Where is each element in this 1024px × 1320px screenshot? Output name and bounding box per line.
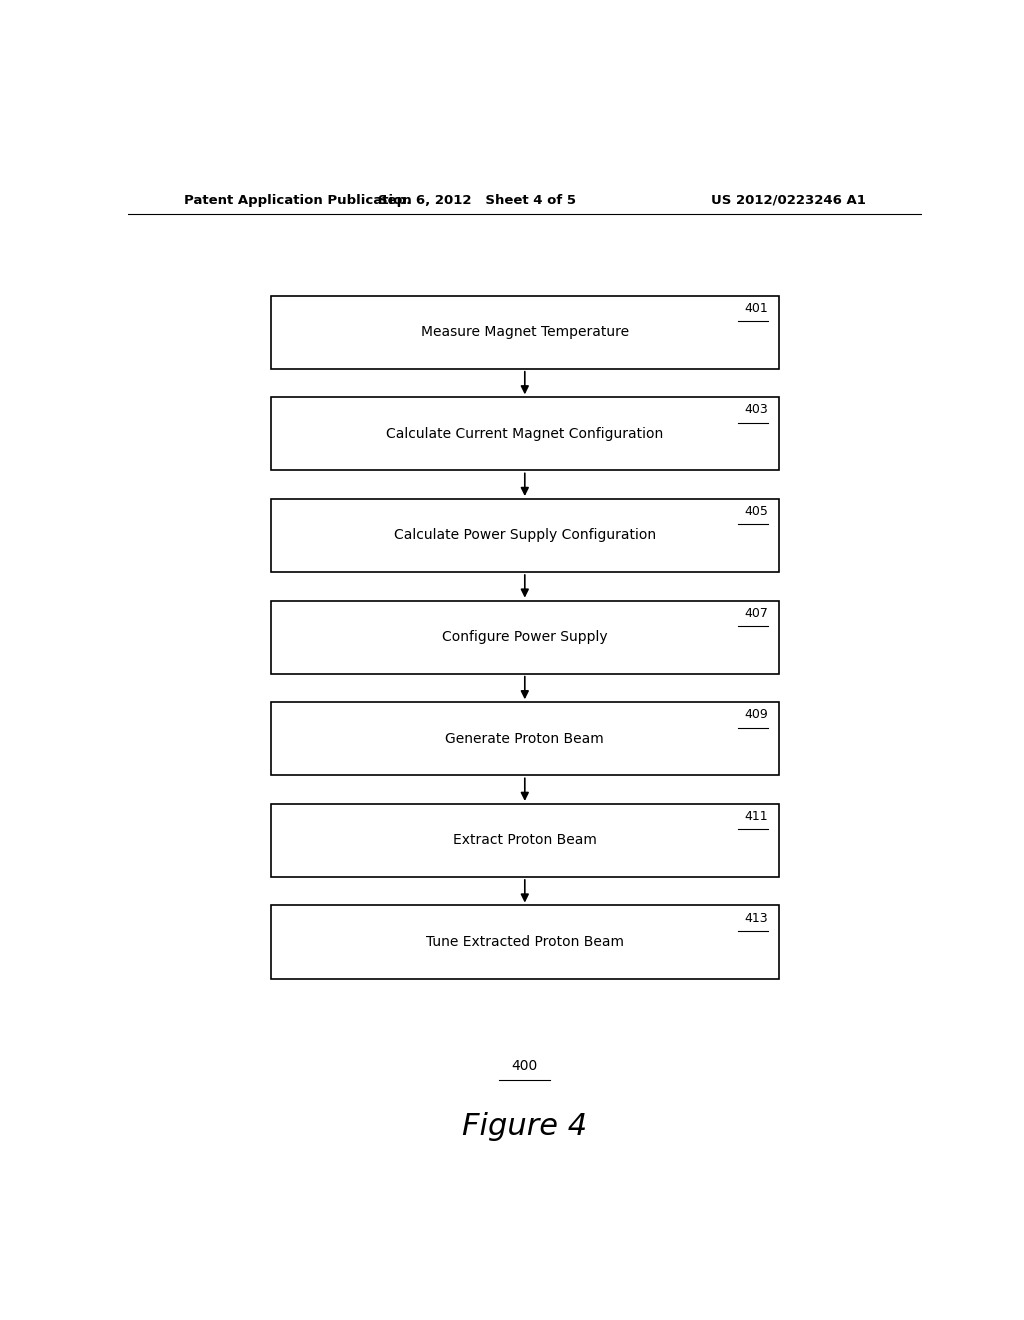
FancyBboxPatch shape [270,499,778,572]
FancyBboxPatch shape [270,601,778,673]
FancyBboxPatch shape [270,397,778,470]
Text: Extract Proton Beam: Extract Proton Beam [453,833,597,847]
Text: Tune Extracted Proton Beam: Tune Extracted Proton Beam [426,935,624,949]
Text: Configure Power Supply: Configure Power Supply [442,630,607,644]
FancyBboxPatch shape [270,296,778,368]
Text: US 2012/0223246 A1: US 2012/0223246 A1 [712,194,866,207]
Text: Measure Magnet Temperature: Measure Magnet Temperature [421,325,629,339]
Text: Figure 4: Figure 4 [462,1111,588,1140]
Text: 407: 407 [744,607,768,619]
Text: 405: 405 [744,506,768,517]
Text: Sep. 6, 2012   Sheet 4 of 5: Sep. 6, 2012 Sheet 4 of 5 [378,194,577,207]
Text: 409: 409 [744,709,768,721]
Text: 403: 403 [744,404,768,416]
Text: Generate Proton Beam: Generate Proton Beam [445,731,604,746]
FancyBboxPatch shape [270,804,778,876]
FancyBboxPatch shape [270,906,778,978]
Text: 413: 413 [744,912,768,924]
Text: Calculate Power Supply Configuration: Calculate Power Supply Configuration [394,528,655,543]
Text: Calculate Current Magnet Configuration: Calculate Current Magnet Configuration [386,426,664,441]
Text: 400: 400 [512,1059,538,1073]
FancyBboxPatch shape [270,702,778,775]
Text: Patent Application Publication: Patent Application Publication [183,194,412,207]
Text: 411: 411 [744,810,768,822]
Text: 401: 401 [744,302,768,314]
